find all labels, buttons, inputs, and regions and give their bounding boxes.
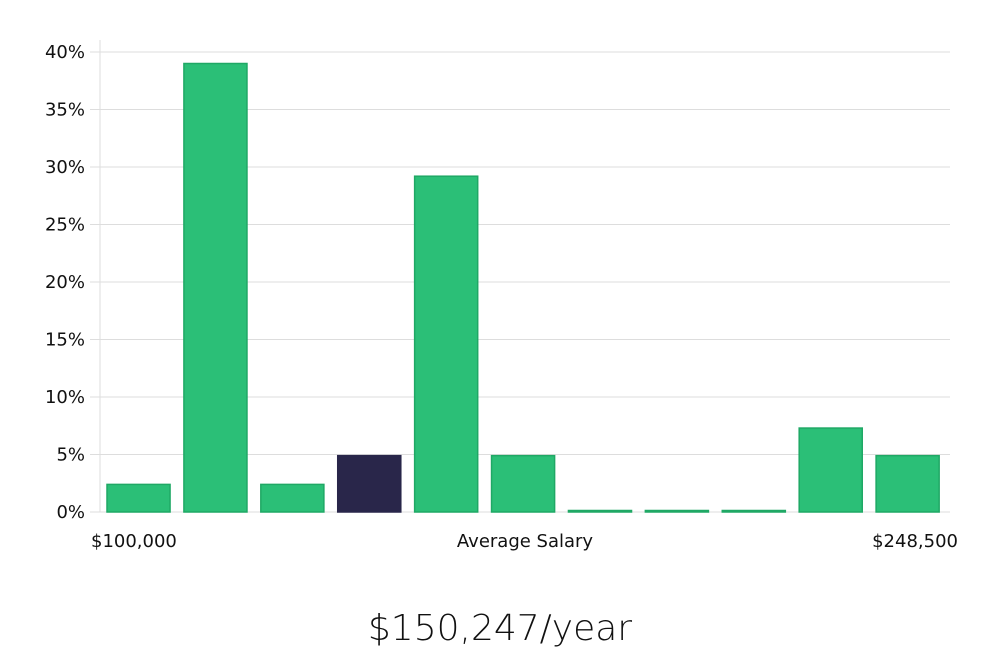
bar — [183, 62, 248, 513]
bar — [413, 175, 479, 513]
x-axis-label: Average Salary — [457, 531, 594, 552]
y-tick-label: 25% — [45, 215, 85, 236]
y-tick-label: 10% — [45, 387, 85, 408]
y-tick-labels: 0% 5% 10% 15% 20% 25% 30% 35% 40% — [45, 42, 85, 523]
y-tick-label: 40% — [45, 42, 85, 63]
salary-histogram: 0% 5% 10% 15% 20% 25% 30% 35% 40% $100,000 Avera… — [45, 40, 958, 552]
y-tick-label: 35% — [45, 100, 85, 121]
y-tick-label: 15% — [45, 330, 85, 351]
bar — [490, 454, 556, 513]
bar-highlighted — [336, 454, 402, 513]
bar — [721, 509, 787, 513]
bar — [260, 483, 325, 513]
average-salary-value: $150,247/year — [367, 608, 633, 649]
bar — [106, 483, 171, 513]
y-tick-label: 30% — [45, 157, 85, 178]
x-end-label: $248,500 — [872, 531, 958, 552]
x-start-label: $100,000 — [91, 531, 177, 552]
bars — [106, 62, 940, 513]
bar — [798, 427, 863, 513]
y-tick-label: 20% — [45, 272, 85, 293]
bar — [875, 454, 940, 513]
bar — [567, 509, 633, 513]
bar — [644, 509, 710, 513]
y-tick-label: 5% — [56, 445, 85, 466]
y-tick-label: 0% — [56, 502, 85, 523]
